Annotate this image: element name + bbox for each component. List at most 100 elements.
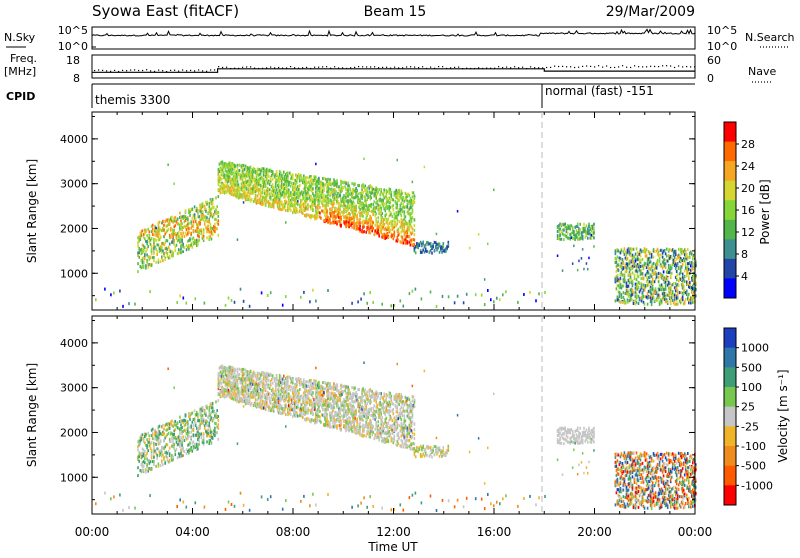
velocity-cell [192, 412, 194, 415]
velocity-cell [190, 436, 192, 439]
power-cell [310, 177, 312, 180]
velocity-cell [153, 460, 155, 463]
power-cell [235, 165, 237, 168]
power-cell [299, 184, 301, 187]
nave-dot [274, 67, 275, 68]
power-cell [253, 175, 255, 178]
power-cell [412, 212, 414, 215]
velocity-cell [146, 438, 148, 441]
nave-dot [154, 71, 155, 72]
power-cell [629, 260, 631, 263]
power-cell [617, 274, 619, 277]
power-cell [436, 233, 438, 236]
power-cell [243, 201, 245, 204]
power-cell [336, 183, 338, 186]
power-cell [301, 208, 303, 211]
power-cell [245, 191, 247, 194]
power-cell [209, 238, 211, 241]
power-cell [228, 297, 230, 300]
power-cell [655, 287, 657, 290]
nave-dot [594, 66, 595, 67]
nave-dot [214, 69, 215, 70]
power-cell [406, 196, 408, 199]
power-cell [682, 295, 684, 298]
nave-dot [122, 70, 123, 71]
power-cell [422, 241, 424, 244]
power-cell [401, 241, 403, 244]
velocity-cell [151, 453, 153, 456]
power-cell [236, 170, 238, 173]
power-cell [390, 199, 392, 202]
power-cell [588, 223, 590, 226]
power-cell [675, 250, 677, 253]
power-cell [137, 262, 139, 265]
nave-dot [666, 65, 667, 66]
power-cell [359, 208, 361, 211]
power-cell [623, 250, 625, 253]
power-cell [398, 238, 400, 241]
power-cell [457, 295, 459, 298]
power-cell [638, 302, 640, 305]
power-cell [652, 277, 654, 280]
power-cell [638, 275, 640, 278]
power-cell [380, 209, 382, 212]
nave-dot [498, 66, 499, 67]
y-tick-label: 3000 [60, 178, 88, 191]
power-cell [173, 229, 175, 232]
power-cell [151, 245, 153, 248]
nave-dot [538, 67, 539, 68]
velocity-cell [194, 409, 196, 412]
nave-dot [102, 70, 103, 71]
power-cell [147, 245, 149, 248]
power-cell [685, 250, 687, 253]
nave-dot [338, 68, 339, 69]
velocity-cell [151, 456, 153, 459]
power-cell [591, 237, 593, 240]
velocity-cell [141, 438, 143, 441]
power-cell [249, 305, 251, 308]
power-cell [645, 262, 647, 265]
power-cell [326, 213, 328, 216]
power-cell [620, 257, 622, 260]
nave-dot [422, 66, 423, 67]
power-cell [314, 202, 316, 205]
power-cell [237, 167, 239, 170]
power-cell [158, 235, 160, 238]
power-cell [644, 288, 646, 291]
power-cell [356, 214, 358, 217]
power-cell [347, 199, 349, 202]
power-cell [586, 262, 588, 265]
power-cell [672, 292, 674, 295]
power-cell [431, 252, 433, 255]
power-cell [285, 194, 287, 197]
power-cell [654, 280, 656, 283]
nave-dot [478, 67, 479, 68]
power-cell [414, 197, 416, 200]
nave-dot [282, 68, 283, 69]
velocity-cell [137, 474, 139, 477]
power-cell [643, 277, 645, 280]
power-cell [653, 296, 655, 299]
power-cell [370, 196, 372, 199]
nave-dot [622, 65, 623, 66]
power-cell [375, 197, 377, 200]
power-cell [674, 260, 676, 263]
power-cell [351, 182, 353, 185]
power-cell [397, 159, 399, 162]
nave-dot [522, 67, 523, 68]
power-cell [373, 200, 375, 203]
power-cell [634, 274, 636, 277]
power-cell [231, 299, 233, 302]
nave-dot [326, 66, 327, 67]
nave-dot [310, 68, 311, 69]
power-cell [221, 174, 223, 177]
power-cell [193, 221, 195, 224]
power-cell [298, 188, 300, 191]
power-cell [199, 222, 201, 225]
velocity-cell [192, 421, 194, 424]
power-cell [650, 268, 652, 271]
velocity-cell [144, 457, 146, 460]
power-cell [363, 230, 365, 233]
nave-dot [166, 71, 167, 72]
power-cell [402, 192, 404, 195]
